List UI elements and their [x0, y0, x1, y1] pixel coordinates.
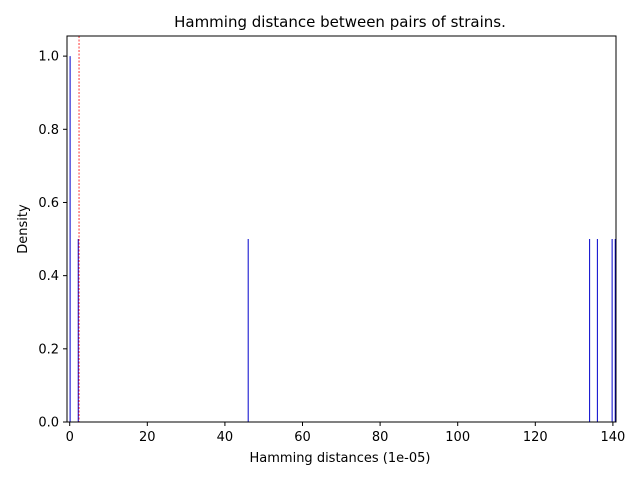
plot-area-frame: [66, 35, 617, 423]
x-tick-label: 0: [66, 430, 74, 445]
y-tick-label: 0.8: [38, 123, 59, 138]
histogram-bars: [69, 56, 616, 422]
x-tick-label: 40: [217, 430, 234, 445]
x-tick-label: 20: [139, 430, 156, 445]
x-tick-label: 120: [523, 430, 548, 445]
y-tick-label: 0.4: [38, 269, 59, 284]
x-tick-label: 80: [372, 430, 389, 445]
y-tick-label: 1.0: [38, 50, 59, 65]
chart-title: Hamming distance between pairs of strain…: [174, 13, 506, 31]
x-axis-label: Hamming distances (1e-05): [250, 451, 431, 466]
x-tick-label: 100: [445, 430, 470, 445]
y-axis-ticks: 0.0 0.2 0.4 0.6 0.8 1.0: [38, 50, 67, 431]
y-tick-label: 0.0: [38, 416, 59, 431]
y-tick-label: 0.6: [38, 196, 59, 211]
y-tick-label: 0.2: [38, 342, 59, 357]
y-axis-label: Density: [16, 204, 31, 254]
x-axis-ticks: 0 20 40 60 80 100 120 140: [66, 422, 625, 445]
x-tick-label: 60: [294, 430, 311, 445]
x-tick-label: 140: [600, 430, 625, 445]
